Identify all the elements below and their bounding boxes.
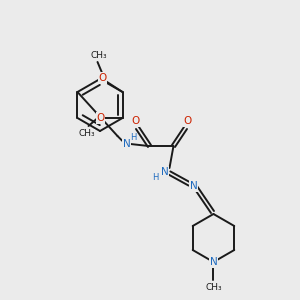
- Text: O: O: [96, 113, 105, 123]
- Text: CH₃: CH₃: [205, 283, 222, 292]
- Text: N: N: [210, 257, 218, 267]
- Text: CH₃: CH₃: [78, 130, 95, 139]
- Text: H: H: [152, 173, 159, 182]
- Text: O: O: [183, 116, 192, 126]
- Text: H: H: [130, 134, 137, 142]
- Text: N: N: [160, 167, 168, 177]
- Text: N: N: [123, 139, 130, 149]
- Text: CH₃: CH₃: [90, 50, 107, 59]
- Text: O: O: [98, 73, 106, 83]
- Text: O: O: [131, 116, 140, 126]
- Text: N: N: [190, 181, 197, 191]
